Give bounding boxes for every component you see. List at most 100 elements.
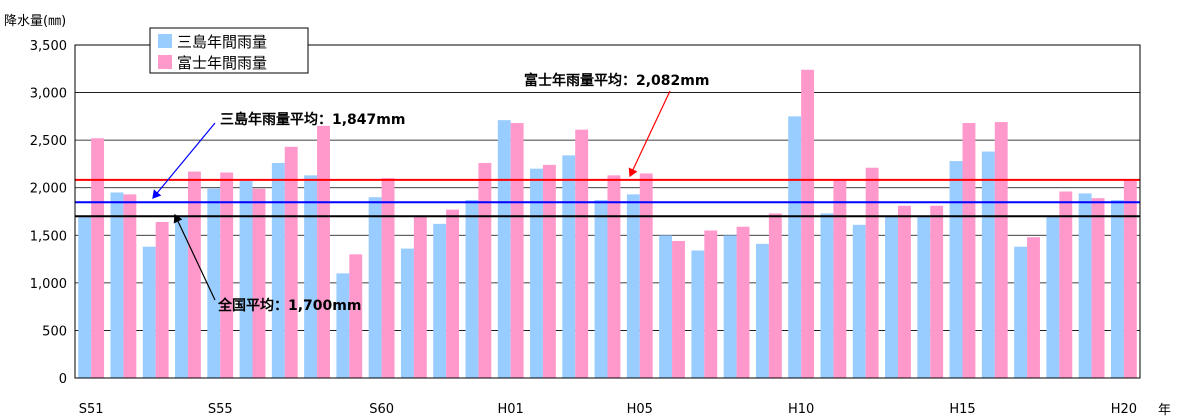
bar-fuji-H02 <box>542 164 556 378</box>
legend: 三島年間雨量 富士年間雨量 <box>149 27 309 74</box>
bar-mishima-H18 <box>1046 216 1060 378</box>
fuji-average-annotation: 富士年雨量平均：2,082mm <box>524 72 709 89</box>
plot-area-border <box>74 44 1141 379</box>
bar-mishima-H20 <box>1110 200 1124 378</box>
y-tick-label: 0 <box>59 372 67 387</box>
bar-mishima-H04 <box>594 200 608 378</box>
bar-fuji-H04 <box>607 175 621 378</box>
bar-mishima-S51 <box>78 216 92 378</box>
x-tick-label: H15 <box>949 402 975 416</box>
bar-fuji-S62 <box>446 209 460 378</box>
bar-fuji-H12 <box>865 167 879 378</box>
bar-mishima-H06 <box>659 235 673 378</box>
bar-mishima-S63 <box>465 200 479 378</box>
bar-fuji-H01 <box>510 123 524 378</box>
bar-fuji-H14 <box>930 205 944 378</box>
bar-mishima-H15 <box>949 161 963 378</box>
bar-fuji-S57 <box>284 146 298 378</box>
mishima-average-annotation: 三島年雨量平均：1,847mm <box>220 111 405 128</box>
bar-fuji-S54 <box>187 171 201 378</box>
bar-mishima-H13 <box>885 216 898 378</box>
bar-mishima-S54 <box>175 216 188 378</box>
bar-fuji-H20 <box>1123 180 1137 378</box>
legend-box <box>149 27 309 74</box>
bar-fuji-H08 <box>736 226 750 378</box>
bar-mishima-S55 <box>207 188 221 378</box>
bar-mishima-H01 <box>497 120 511 379</box>
national-average-arrow <box>173 213 216 301</box>
bar-mishima-H07 <box>691 250 705 378</box>
bar-mishima-S59 <box>336 273 350 378</box>
bar-fuji-S63 <box>478 162 492 378</box>
legend-swatch-fuji <box>158 55 172 69</box>
fuji-average-arrow <box>628 90 671 178</box>
bar-mishima-H19 <box>1078 193 1092 378</box>
y-tick-label: 1,500 <box>30 229 67 244</box>
bar-fuji-H03 <box>575 129 589 378</box>
bar-fuji-H18 <box>1059 191 1073 378</box>
bar-fuji-H17 <box>1027 237 1040 378</box>
legend-label-mishima: 三島年間雨量 <box>177 33 267 51</box>
bar-fuji-H11 <box>833 179 847 378</box>
bar-mishima-H05 <box>626 194 640 378</box>
bar-mishima-S57 <box>271 162 285 378</box>
bar-mishima-H08 <box>723 235 737 378</box>
bar-fuji-H09 <box>768 213 782 378</box>
x-tick-label: H05 <box>627 402 653 416</box>
bar-mishima-H17 <box>1014 246 1028 378</box>
bar-mishima-H10 <box>788 116 802 378</box>
bar-fuji-H19 <box>1091 198 1105 378</box>
bar-mishima-S60 <box>368 197 382 378</box>
x-axis-label: 年 <box>1158 403 1171 416</box>
y-tick-label: 2,500 <box>30 134 67 149</box>
x-tick-label: H01 <box>498 402 524 416</box>
bar-mishima-H16 <box>981 151 995 378</box>
x-tick-label: H10 <box>788 402 814 416</box>
bar-fuji-H07 <box>704 230 718 378</box>
axes <box>74 44 1141 379</box>
mishima-average-arrow <box>152 122 216 199</box>
y-tick-label: 3,000 <box>30 87 67 102</box>
bar-mishima-H03 <box>562 155 576 378</box>
y-tick-label: 1,000 <box>30 277 67 292</box>
y-tick-labels: 0 500 1,000 1,500 2,000 2,500 3,000 3,500 <box>30 39 67 387</box>
bar-mishima-S61 <box>400 248 414 378</box>
legend-label-fuji: 富士年間雨量 <box>177 54 267 72</box>
bar-mishima-H12 <box>852 224 866 378</box>
x-tick-label: S60 <box>369 402 394 416</box>
annotations: 富士年雨量平均：2,082mm 三島年雨量平均：1,847mm 全国平均：1,7… <box>152 72 709 314</box>
bar-fuji-S53 <box>155 221 169 378</box>
bar-mishima-H02 <box>530 168 543 378</box>
bar-fuji-S60 <box>381 178 395 378</box>
bar-fuji-H06 <box>672 240 685 378</box>
bars <box>78 69 1137 379</box>
legend-swatch-mishima <box>158 34 172 48</box>
bar-fuji-H10 <box>801 69 815 378</box>
bar-fuji-S51 <box>91 138 105 378</box>
bar-mishima-H14 <box>917 216 931 378</box>
bar-fuji-S52 <box>123 194 137 378</box>
y-tick-label: 3,500 <box>30 39 67 54</box>
y-tick-label: 500 <box>42 324 67 339</box>
bar-fuji-H16 <box>994 122 1008 379</box>
x-tick-labels: S51 S55 S60 H01 H05 H10 H15 H20 <box>79 402 1137 416</box>
bar-mishima-S62 <box>433 223 447 378</box>
bar-fuji-S56 <box>252 188 266 378</box>
bar-fuji-S55 <box>220 172 234 378</box>
bar-mishima-H11 <box>820 213 834 378</box>
national-average-annotation: 全国平均：1,700mm <box>217 297 361 314</box>
bar-mishima-S53 <box>142 246 156 378</box>
bar-fuji-H13 <box>897 205 911 378</box>
bar-fuji-H15 <box>962 123 976 378</box>
reference-lines <box>75 178 1140 218</box>
y-tick-label: 2,000 <box>30 182 67 197</box>
x-tick-label: H20 <box>1111 402 1137 416</box>
bar-fuji-S61 <box>413 216 427 378</box>
bar-mishima-S52 <box>110 192 124 378</box>
bar-fuji-S58 <box>317 125 330 378</box>
bar-fuji-S59 <box>349 254 363 378</box>
bar-mishima-S56 <box>239 181 253 378</box>
x-tick-label: S51 <box>79 402 104 416</box>
bar-fuji-H05 <box>639 173 653 378</box>
